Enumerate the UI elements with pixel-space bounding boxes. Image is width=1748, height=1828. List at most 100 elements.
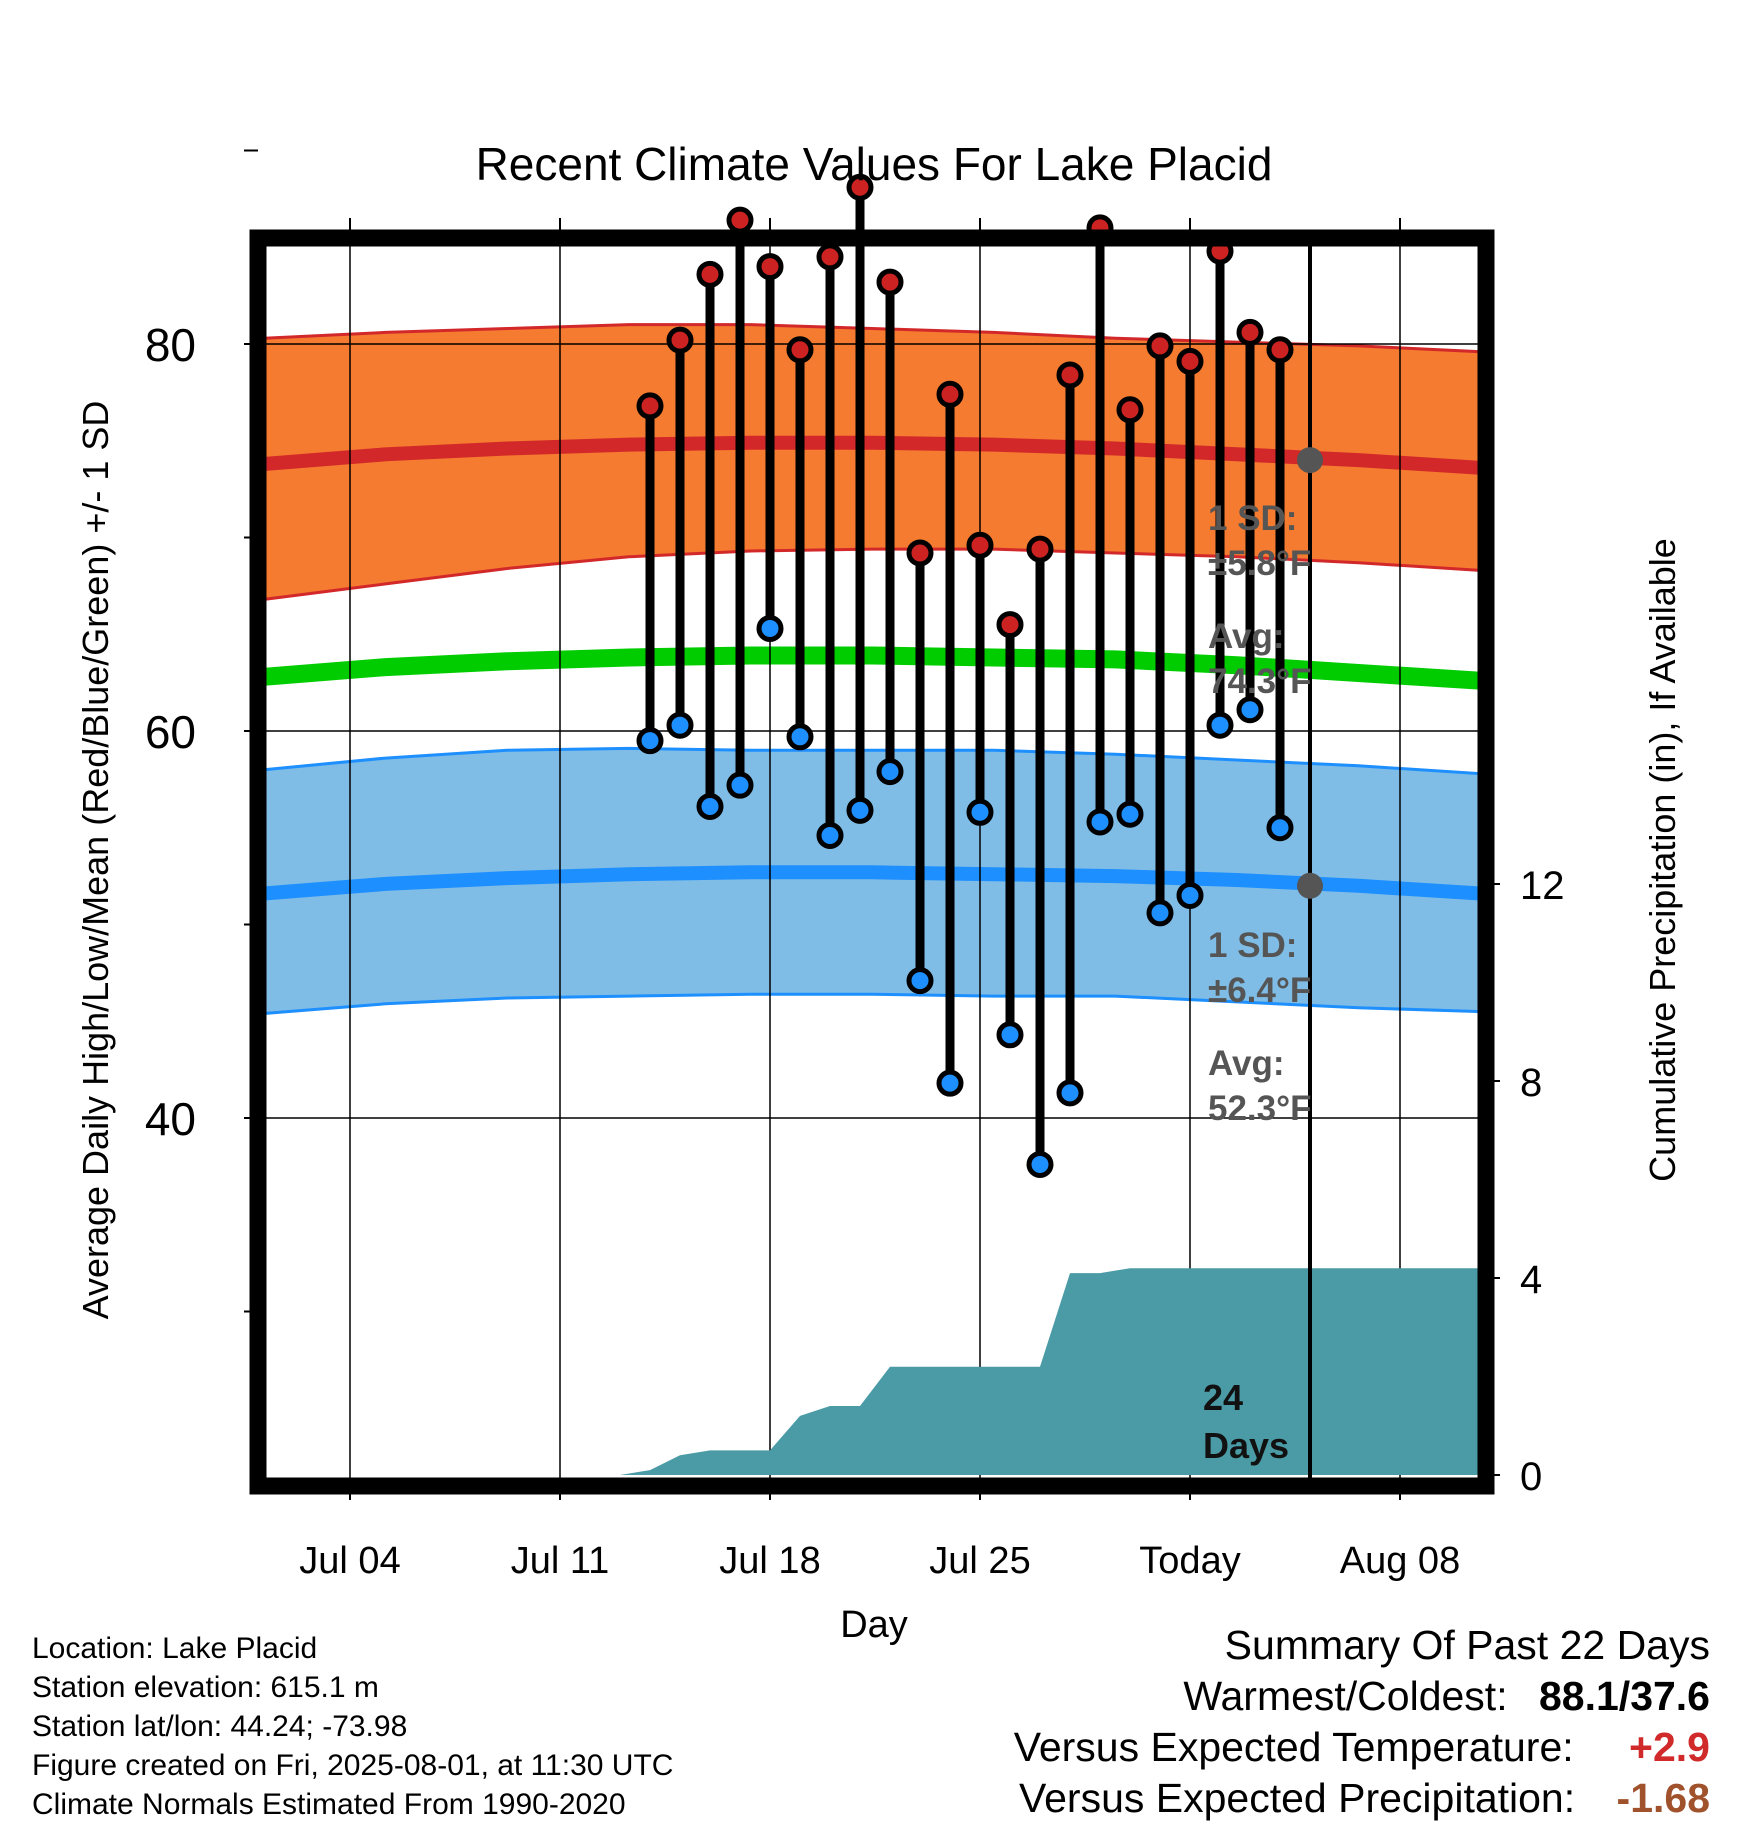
daily-low-point bbox=[636, 727, 664, 755]
plot-border bbox=[249, 229, 1495, 1495]
low-sd-value: ±6.4°F bbox=[1208, 971, 1311, 1010]
today-marker bbox=[1297, 245, 1323, 1480]
summary-warm-cold: Warmest/Coldest: 88.1/37.6 bbox=[1183, 1673, 1710, 1720]
x-tick-label: Aug 08 bbox=[1340, 1540, 1460, 1582]
daily-low-point bbox=[846, 796, 874, 824]
daily-high-point bbox=[1146, 332, 1174, 360]
meta-latlon: Station lat/lon: 44.24; -73.98 bbox=[32, 1710, 408, 1743]
today-low-avg-dot bbox=[1297, 872, 1323, 899]
daily-low-point bbox=[966, 798, 994, 826]
daily-high-point bbox=[816, 243, 844, 271]
daily-high-point bbox=[636, 392, 664, 420]
daily-high-point bbox=[726, 206, 754, 234]
daily-markers bbox=[636, 173, 1294, 1178]
daily-range-bars bbox=[645, 187, 1285, 1165]
x-axis-label: Day bbox=[840, 1604, 908, 1646]
precip-anomaly-value: -1.68 bbox=[1616, 1775, 1710, 1821]
y-axis-label: Average Daily High/Low/Mean (Red/Blue/Gr… bbox=[75, 401, 116, 1320]
today-high-avg-dot bbox=[1297, 447, 1323, 474]
daily-high-point bbox=[756, 253, 784, 281]
precip-area bbox=[350, 1268, 1480, 1475]
precip-days-annotation: 24 Days bbox=[1203, 1377, 1289, 1466]
daily-high-point bbox=[966, 531, 994, 559]
y-tick-label: 60 bbox=[145, 706, 196, 758]
x-tick-label: Jul 11 bbox=[511, 1540, 610, 1582]
meta-created: Figure created on Fri, 2025-08-01, at 11… bbox=[32, 1749, 674, 1782]
y2-tick-label: 4 bbox=[1520, 1258, 1542, 1302]
low-avg-line bbox=[263, 865, 1481, 901]
y2-tick-label: 8 bbox=[1520, 1061, 1542, 1105]
meta-normals: Climate Normals Estimated From 1990-2020 bbox=[32, 1788, 626, 1821]
normal-bands bbox=[262, 323, 1482, 1016]
low-avg-value: 52.3°F bbox=[1208, 1089, 1312, 1128]
daily-low-point bbox=[1146, 899, 1174, 927]
axis-ticks: 40 60 80 0 4 8 12 Jul 04 Jul 11 Jul 18 Jul 25 Today… bbox=[145, 149, 1565, 1582]
daily-high-point bbox=[1266, 336, 1294, 364]
x-tick-label: Today bbox=[1139, 1540, 1240, 1582]
daily-low-point bbox=[1056, 1079, 1084, 1107]
daily-high-point bbox=[696, 260, 724, 288]
daily-high-point bbox=[936, 380, 964, 408]
summary-title: Summary Of Past 22 Days bbox=[1224, 1622, 1710, 1668]
daily-low-point bbox=[1086, 808, 1114, 836]
low-sd-label: 1 SD: bbox=[1208, 926, 1297, 965]
meta-location: Location: Lake Placid bbox=[32, 1632, 318, 1665]
plot-frame bbox=[249, 229, 1495, 1495]
summary-temp: Versus Expected Temperature: +2.9 bbox=[1014, 1724, 1710, 1771]
warm-cold-value: 88.1/37.6 bbox=[1539, 1673, 1710, 1719]
precip-anomaly-label: Versus Expected Precipitation: bbox=[1019, 1775, 1576, 1821]
high-annotation: 1 SD: ±5.8°F Avg: 74.3°F bbox=[1208, 499, 1312, 701]
y-tick-label: 40 bbox=[145, 1093, 196, 1145]
daily-low-point bbox=[1266, 814, 1294, 842]
high-avg-value: 74.3°F bbox=[1208, 662, 1312, 701]
daily-high-point bbox=[846, 173, 874, 201]
daily-low-point bbox=[1206, 711, 1234, 739]
daily-low-point bbox=[1116, 800, 1144, 828]
y2-axis-label: Cumulative Precipitation (in), If Availa… bbox=[1642, 538, 1683, 1182]
daily-low-point bbox=[816, 821, 844, 849]
y2-tick-label: 12 bbox=[1520, 864, 1565, 908]
daily-low-point bbox=[696, 792, 724, 820]
high-sd-value: ±5.8°F bbox=[1208, 544, 1311, 583]
daily-high-point bbox=[1056, 361, 1084, 389]
daily-low-point bbox=[1236, 696, 1264, 724]
daily-high-point bbox=[1176, 347, 1204, 375]
daily-low-point bbox=[936, 1069, 964, 1097]
chart-title: Recent Climate Values For Lake Placid bbox=[476, 138, 1273, 190]
daily-low-point bbox=[876, 758, 904, 786]
daily-low-point bbox=[666, 711, 694, 739]
daily-low-point bbox=[786, 723, 814, 751]
daily-high-point bbox=[906, 539, 934, 567]
daily-high-point bbox=[1026, 535, 1054, 563]
x-tick-label: Jul 18 bbox=[719, 1540, 820, 1582]
precip-cumulative-area bbox=[350, 1268, 1480, 1475]
meta-elevation: Station elevation: 615.1 m bbox=[32, 1671, 379, 1704]
low-avg-label: Avg: bbox=[1208, 1044, 1284, 1083]
temp-anomaly-value: +2.9 bbox=[1629, 1724, 1710, 1770]
daily-high-point bbox=[996, 611, 1024, 639]
x-tick-label: Jul 25 bbox=[929, 1540, 1030, 1582]
low-annotation: 1 SD: ±6.4°F Avg: 52.3°F bbox=[1208, 926, 1312, 1128]
daily-high-point bbox=[1236, 318, 1264, 346]
high-sd-label: 1 SD: bbox=[1208, 499, 1297, 538]
temp-anomaly-label: Versus Expected Temperature: bbox=[1013, 1724, 1574, 1770]
warm-cold-label: Warmest/Coldest: bbox=[1183, 1673, 1508, 1719]
daily-low-point bbox=[1026, 1150, 1054, 1178]
high-avg-label: Avg: bbox=[1208, 617, 1284, 656]
y-tick-label: 80 bbox=[145, 319, 196, 371]
daily-low-point bbox=[1176, 881, 1204, 909]
daily-high-point bbox=[786, 336, 814, 364]
x-tick-label: Jul 04 bbox=[299, 1540, 400, 1582]
daily-low-point bbox=[906, 967, 934, 995]
daily-low-point bbox=[726, 771, 754, 799]
y2-tick-label: 0 bbox=[1520, 1455, 1542, 1499]
precip-days-word: Days bbox=[1203, 1425, 1289, 1466]
precip-days-number: 24 bbox=[1203, 1377, 1243, 1418]
summary-precip: Versus Expected Precipitation: -1.68 bbox=[1019, 1775, 1710, 1822]
daily-low-point bbox=[756, 614, 784, 642]
daily-high-point bbox=[666, 326, 694, 354]
daily-high-point bbox=[1116, 396, 1144, 424]
daily-high-point bbox=[876, 268, 904, 296]
daily-low-point bbox=[996, 1021, 1024, 1049]
